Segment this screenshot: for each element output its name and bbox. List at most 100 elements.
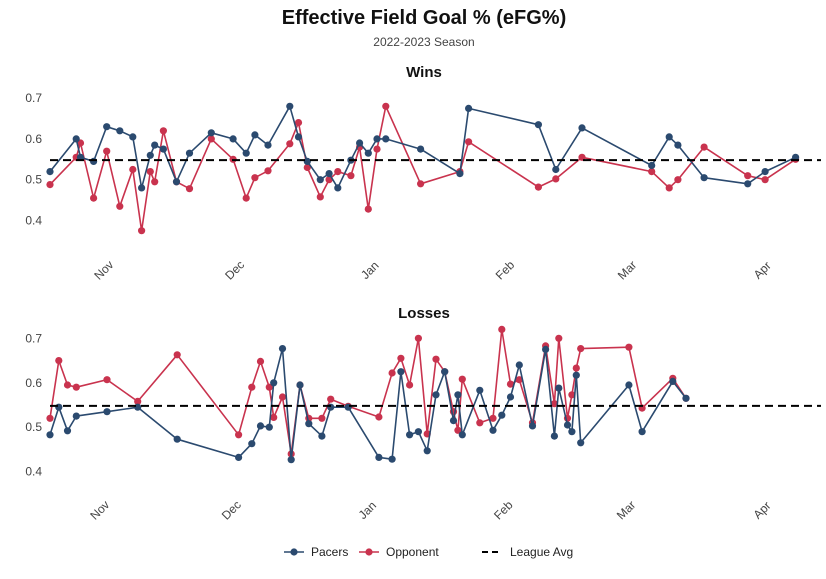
data-point-pacers (103, 408, 111, 416)
data-point-opponent (173, 351, 181, 359)
data-point-pacers (242, 149, 250, 157)
data-point-opponent (534, 183, 543, 191)
data-point-opponent (552, 175, 560, 183)
x-tick-label: Feb (493, 258, 518, 283)
data-point-opponent (251, 174, 259, 182)
data-point-pacers (294, 133, 303, 141)
data-point-pacers (286, 102, 294, 110)
data-point-pacers (432, 391, 440, 399)
data-point-opponent (294, 119, 303, 127)
legend: Pacers Opponent League Avg (284, 545, 573, 559)
data-point-opponent (578, 153, 586, 161)
x-tick-label: Apr (751, 499, 774, 522)
data-point-opponent (375, 413, 383, 421)
data-point-pacers (761, 168, 769, 176)
data-point-pacers (476, 386, 484, 394)
data-point-pacers (674, 141, 682, 149)
data-point-pacers (563, 421, 572, 429)
data-point-opponent (476, 419, 484, 427)
data-point-pacers (414, 428, 422, 436)
data-point-pacers (568, 428, 576, 436)
data-point-opponent (270, 413, 278, 421)
data-point-opponent (373, 145, 381, 153)
data-point-pacers (489, 426, 497, 434)
data-point-pacers (388, 455, 396, 463)
series-line-pacers (49, 347, 687, 461)
data-point-pacers (417, 145, 425, 153)
data-point-pacers (373, 135, 381, 143)
data-point-opponent (327, 395, 335, 403)
x-tick-label: Dec (222, 258, 247, 283)
data-point-pacers (278, 345, 287, 353)
data-point-pacers (46, 168, 54, 176)
data-point-pacers (344, 403, 352, 411)
y-tick-label: 0.6 (25, 376, 42, 390)
data-point-pacers (207, 129, 215, 137)
data-point-pacers (303, 157, 311, 165)
data-point-pacers (441, 368, 449, 376)
data-point-opponent (458, 375, 466, 383)
y-tick-label: 0.4 (25, 214, 42, 228)
data-point-pacers (129, 133, 137, 141)
data-point-pacers (792, 153, 800, 161)
legend-item-opponent: Opponent (359, 545, 439, 559)
legend-opponent-marker (365, 548, 373, 556)
data-point-pacers (235, 453, 243, 461)
data-point-opponent (674, 176, 682, 184)
data-point-pacers (423, 447, 431, 455)
data-point-pacers (146, 151, 154, 159)
data-point-pacers (356, 139, 364, 147)
data-point-pacers (172, 178, 181, 186)
data-point-opponent (116, 202, 124, 210)
data-point-pacers (46, 431, 54, 439)
data-point-pacers (700, 174, 708, 182)
data-point-pacers (669, 377, 677, 385)
data-point-opponent (90, 194, 98, 202)
data-point-pacers (682, 394, 690, 402)
data-point-pacers (665, 133, 673, 141)
data-point-pacers (550, 432, 559, 440)
data-point-pacers (287, 456, 295, 464)
chart-subtitle: 2022-2023 Season (373, 35, 474, 49)
x-tick-label: Mar (615, 258, 640, 283)
data-point-opponent (761, 176, 769, 184)
x-tick-label: Feb (491, 498, 516, 523)
data-point-opponent (242, 194, 250, 202)
x-tick-label: Apr (751, 259, 774, 282)
data-point-pacers (528, 422, 537, 430)
data-point-pacers (552, 165, 560, 174)
data-point-opponent (72, 383, 80, 391)
data-point-opponent (397, 354, 405, 362)
panel-title-losses: Losses (398, 305, 450, 322)
data-point-pacers (334, 184, 342, 192)
data-point-pacers (515, 361, 523, 369)
legend-label-pacers: Pacers (311, 545, 348, 559)
data-point-opponent (55, 357, 63, 365)
data-point-opponent (46, 414, 54, 422)
data-point-opponent (318, 414, 326, 422)
data-point-opponent (572, 364, 580, 372)
data-point-pacers (406, 431, 414, 439)
data-point-opponent (454, 426, 462, 434)
data-point-opponent (577, 345, 585, 353)
data-point-opponent (256, 357, 265, 365)
data-point-pacers (251, 131, 259, 139)
chart-title: Effective Field Goal % (eFG%) (282, 7, 567, 29)
panel-title-wins: Wins (406, 64, 442, 81)
x-tick-label: Nov (87, 498, 112, 523)
x-tick-label: Mar (614, 498, 639, 523)
data-point-pacers (572, 371, 580, 379)
data-point-opponent (278, 393, 287, 401)
data-point-opponent (506, 380, 515, 388)
legend-label-opponent: Opponent (386, 545, 439, 559)
data-point-opponent (235, 431, 243, 439)
data-point-opponent (648, 168, 656, 176)
data-point-opponent (625, 343, 633, 351)
data-point-opponent (555, 334, 563, 342)
data-point-opponent (151, 178, 159, 186)
panel-losses: 0.4 0.5 0.6 0.7 Nov Dec Jan Feb Mar Apr (25, 325, 821, 523)
data-point-pacers (458, 431, 466, 439)
x-tick-label: Jan (356, 498, 380, 522)
data-point-opponent (286, 140, 294, 148)
